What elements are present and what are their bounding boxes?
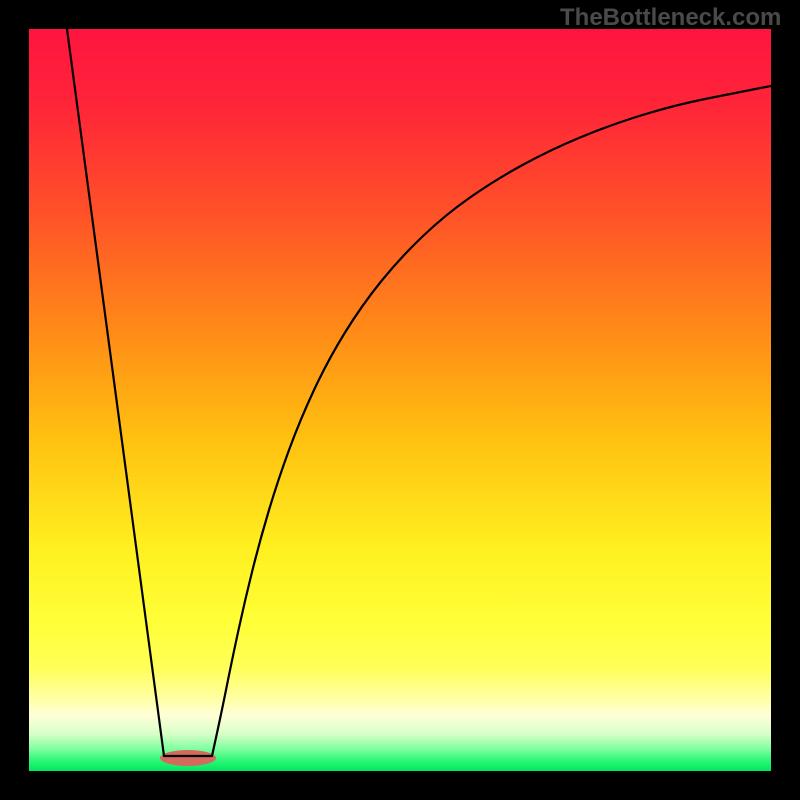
watermark-text: TheBottleneck.com [560, 4, 781, 32]
plot-background [29, 29, 771, 771]
chart-canvas: TheBottleneck.com [0, 0, 800, 800]
chart-svg [0, 0, 800, 800]
trough-marker [160, 750, 216, 766]
